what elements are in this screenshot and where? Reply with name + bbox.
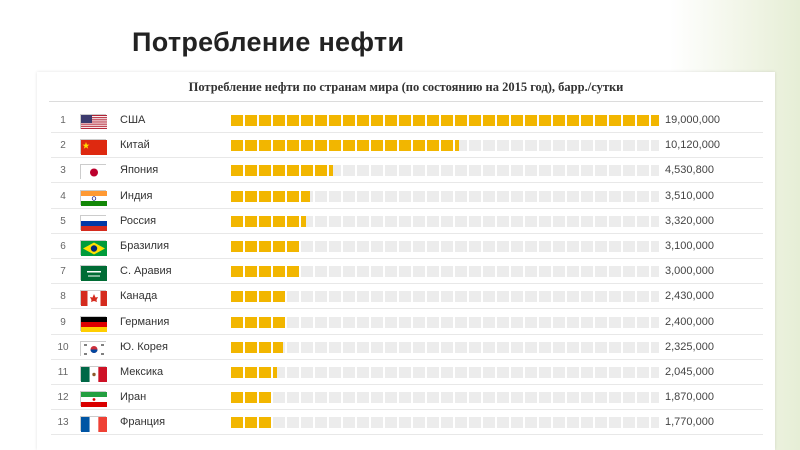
table-row: 3 Япония 4,530,800 (51, 160, 763, 184)
bar-track (231, 115, 659, 126)
table-row: 1 США 19,000,000 (51, 110, 763, 133)
bar (231, 392, 273, 404)
bar (231, 316, 285, 328)
bar (231, 241, 301, 252)
country-label: США (120, 114, 146, 126)
bar (231, 190, 310, 202)
rank-label: 3 (60, 165, 66, 177)
value-label: 3,320,000 (665, 214, 714, 227)
bar-track (231, 367, 659, 378)
bar-track (231, 140, 659, 152)
bar-track (231, 392, 659, 404)
table-row: 12 Иран 1,870,000 (51, 387, 763, 411)
bar-track (231, 215, 659, 227)
table-row: 11 Мексика 2,045,000 (51, 362, 763, 385)
value-label: 2,400,000 (665, 315, 714, 328)
value-label: 2,045,000 (665, 366, 714, 378)
value-label: 2,430,000 (665, 290, 714, 303)
value-label: 1,870,000 (665, 391, 714, 404)
rank-label: 11 (57, 367, 69, 378)
rank-label: 5 (60, 215, 66, 227)
rank-label: 8 (60, 291, 66, 303)
rank-label: 10 (57, 341, 69, 353)
bar-track (231, 165, 659, 177)
title-divider (49, 101, 763, 102)
bar (231, 165, 333, 177)
rank-label: 6 (60, 241, 66, 252)
table-row: 5 Россия 3,320,000 (51, 211, 763, 234)
value-label: 19,000,000 (665, 114, 721, 126)
bar-track (231, 266, 659, 278)
country-label: Ю. Корея (120, 340, 168, 353)
slide-title: Потребление нефти (132, 27, 405, 57)
country-label: Индия (120, 189, 153, 202)
bar (231, 417, 271, 429)
rank-label: 9 (60, 316, 66, 328)
usa-flag-icon (80, 114, 107, 130)
bar-track (231, 316, 659, 328)
value-label: 2,325,000 (665, 340, 714, 353)
bar-track (231, 291, 659, 303)
table-row: 4 Индия 3,510,000 (51, 186, 763, 209)
table-row: 10 Ю. Корея 2,325,000 (51, 337, 763, 360)
country-label: С. Аравия (120, 265, 172, 278)
rank-label: 12 (57, 392, 69, 404)
country-label: Япония (120, 164, 159, 177)
brazil-flag-icon (80, 240, 107, 256)
value-label: 3,000,000 (665, 265, 714, 278)
country-label: Россия (120, 214, 157, 227)
value-label: 4,530,800 (665, 164, 714, 177)
table-row: 9 Германия 2,400,000 (51, 312, 763, 335)
bar (231, 341, 283, 353)
mexico-flag-icon (80, 366, 107, 382)
country-label: Иран (120, 391, 147, 404)
france-flag-icon (80, 416, 107, 433)
bar (231, 215, 306, 227)
bar-track (231, 241, 659, 252)
country-label: Китай (120, 139, 150, 152)
saudi-arabia-flag-icon (80, 265, 107, 282)
country-label: Канада (120, 290, 158, 303)
value-label: 10,120,000 (665, 139, 721, 152)
value-label: 1,770,000 (665, 416, 714, 429)
rank-label: 7 (60, 266, 66, 278)
bar-track (231, 341, 659, 353)
germany-flag-icon (80, 315, 107, 332)
rank-label: 4 (60, 190, 66, 202)
table-row: 7 С. Аравия 3,000,000 (51, 261, 763, 285)
canada-flag-icon (80, 290, 107, 307)
bar (231, 266, 299, 278)
bar-track (231, 190, 659, 202)
bar (231, 367, 277, 378)
country-label: Франция (120, 416, 166, 429)
bar (231, 115, 659, 126)
rank-label: 2 (60, 140, 66, 152)
rank-label: 1 (60, 115, 66, 126)
country-label: Мексика (120, 366, 164, 378)
value-label: 3,510,000 (665, 189, 714, 202)
china-flag-icon (80, 139, 107, 156)
bar-track (231, 417, 659, 429)
south-korea-flag-icon (80, 340, 107, 357)
japan-flag-icon (80, 164, 107, 181)
country-label: Бразилия (120, 240, 170, 252)
country-label: Германия (120, 315, 170, 328)
table-row: 6 Бразилия 3,100,000 (51, 236, 763, 259)
table-row: 13 Франция 1,770,000 (51, 412, 763, 436)
table-row: 8 Канада 2,430,000 (51, 286, 763, 310)
bar (231, 140, 459, 152)
india-flag-icon (80, 189, 107, 206)
bar (231, 291, 286, 303)
rank-label: 13 (57, 417, 69, 429)
russia-flag-icon (80, 214, 107, 231)
chart-panel: Потребление нефти по странам мира (по со… (37, 72, 775, 450)
iran-flag-icon (80, 391, 107, 408)
table-row: 2 Китай 10,120,000 (51, 135, 763, 159)
value-label: 3,100,000 (665, 240, 714, 252)
chart-title: Потребление нефти по странам мира (по со… (188, 80, 624, 94)
